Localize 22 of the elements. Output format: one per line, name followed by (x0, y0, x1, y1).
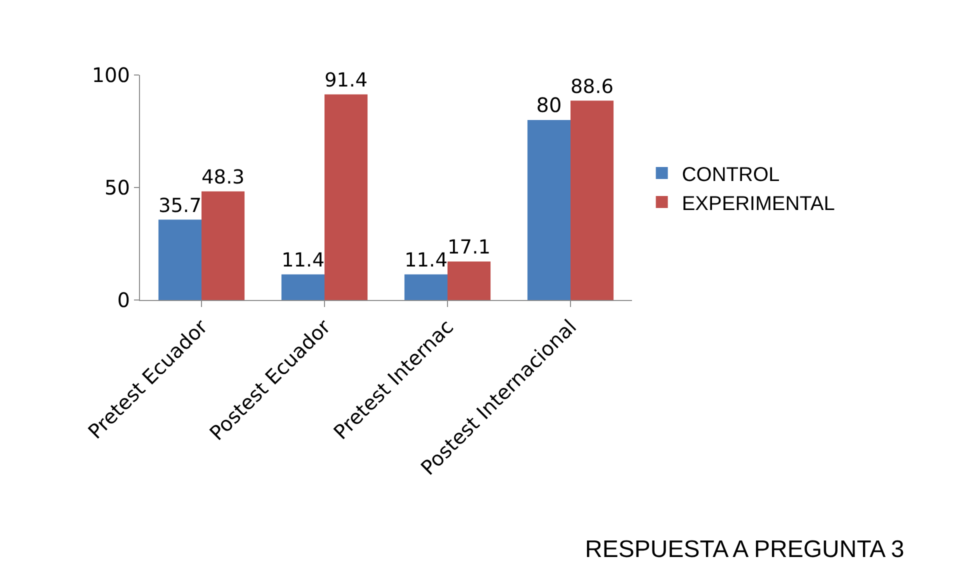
bar (324, 94, 368, 300)
data-label: 80 (536, 93, 562, 117)
bar (158, 220, 202, 300)
bar (404, 274, 448, 300)
legend-label: EXPERIMENTAL (682, 192, 835, 215)
data-label: 91.4 (324, 68, 368, 92)
bar (570, 100, 614, 300)
bar (202, 191, 245, 300)
y-tick-label: 0 (117, 288, 130, 312)
bar (281, 274, 324, 300)
bar (527, 120, 570, 300)
legend-label: CONTROL (682, 164, 780, 186)
data-label: 11.4 (404, 248, 448, 272)
data-label: 11.4 (281, 248, 324, 272)
y-tick-label: 50 (104, 176, 130, 200)
data-label: 35.7 (158, 194, 202, 217)
bar (448, 262, 491, 300)
data-label: 88.6 (570, 74, 614, 98)
text: RESPUESTA A PREGUNTA 3 (585, 536, 904, 563)
data-label: 48.3 (202, 165, 245, 188)
data-label: 17.1 (448, 236, 491, 259)
y-tick-label: 100 (92, 63, 130, 87)
